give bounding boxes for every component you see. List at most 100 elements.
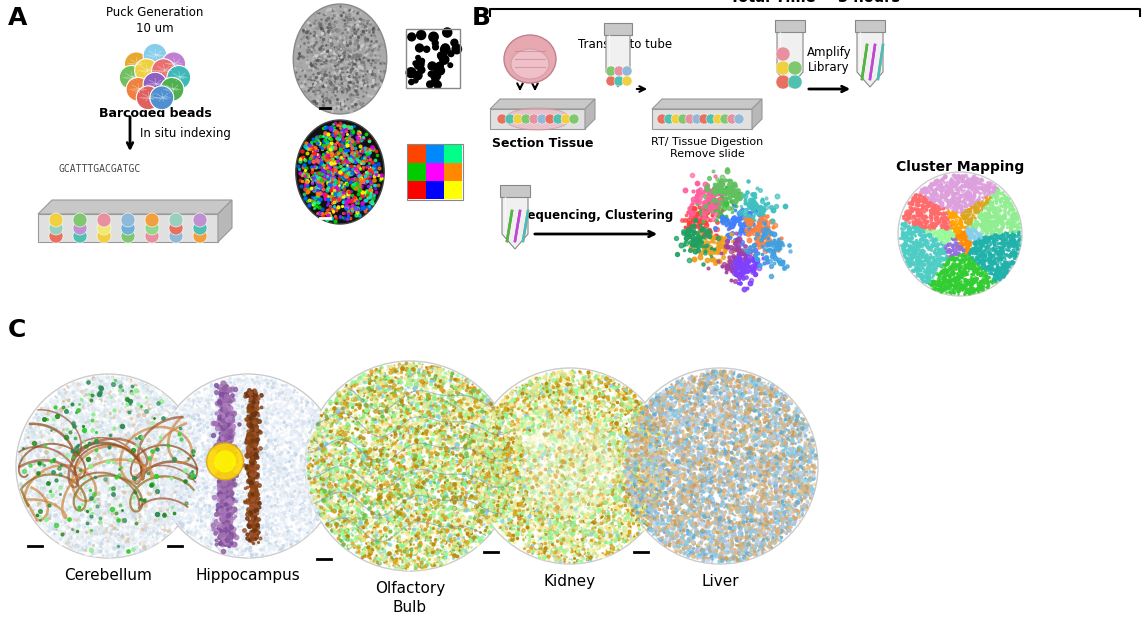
- FancyBboxPatch shape: [444, 145, 461, 163]
- Circle shape: [121, 213, 135, 227]
- Circle shape: [606, 66, 616, 76]
- Circle shape: [430, 71, 441, 81]
- Polygon shape: [652, 99, 762, 109]
- FancyBboxPatch shape: [855, 20, 885, 32]
- Circle shape: [429, 32, 439, 42]
- Circle shape: [657, 114, 667, 124]
- FancyBboxPatch shape: [408, 181, 426, 199]
- Text: Liver: Liver: [701, 574, 739, 589]
- Text: Sequencing, Clustering: Sequencing, Clustering: [519, 209, 673, 222]
- Circle shape: [169, 221, 183, 235]
- Circle shape: [305, 361, 515, 571]
- Circle shape: [521, 417, 619, 515]
- Circle shape: [428, 62, 436, 70]
- Text: Cerebellum: Cerebellum: [64, 568, 152, 583]
- Circle shape: [433, 40, 439, 46]
- Text: Amplify
Library: Amplify Library: [807, 46, 852, 74]
- Circle shape: [156, 374, 340, 558]
- Polygon shape: [606, 35, 630, 87]
- Circle shape: [622, 66, 633, 76]
- Ellipse shape: [511, 49, 549, 79]
- FancyBboxPatch shape: [408, 163, 426, 181]
- Circle shape: [561, 114, 571, 124]
- Circle shape: [145, 221, 160, 235]
- Circle shape: [437, 52, 447, 60]
- Circle shape: [776, 61, 790, 75]
- Circle shape: [428, 72, 433, 77]
- Polygon shape: [652, 109, 752, 129]
- Circle shape: [529, 114, 540, 124]
- Text: Olfactory
Bulb: Olfactory Bulb: [375, 581, 445, 614]
- Text: C: C: [8, 318, 26, 342]
- FancyBboxPatch shape: [444, 163, 461, 181]
- Circle shape: [144, 43, 166, 67]
- Circle shape: [73, 221, 87, 235]
- Circle shape: [433, 44, 439, 50]
- Circle shape: [413, 71, 422, 80]
- Circle shape: [443, 28, 452, 37]
- Circle shape: [440, 60, 445, 64]
- Polygon shape: [38, 214, 218, 242]
- Circle shape: [427, 81, 434, 87]
- Circle shape: [434, 81, 441, 88]
- Circle shape: [134, 59, 158, 82]
- Circle shape: [720, 114, 730, 124]
- Circle shape: [145, 213, 160, 227]
- Circle shape: [408, 33, 416, 41]
- Circle shape: [193, 229, 207, 243]
- Circle shape: [614, 66, 625, 76]
- Circle shape: [96, 221, 111, 235]
- Circle shape: [418, 67, 425, 74]
- Circle shape: [169, 213, 183, 227]
- Circle shape: [16, 374, 200, 558]
- Circle shape: [497, 114, 507, 124]
- Circle shape: [622, 76, 633, 86]
- Circle shape: [440, 55, 449, 64]
- FancyBboxPatch shape: [426, 163, 444, 181]
- FancyBboxPatch shape: [426, 181, 444, 199]
- FancyBboxPatch shape: [604, 23, 633, 35]
- Circle shape: [513, 114, 523, 124]
- FancyBboxPatch shape: [408, 145, 426, 163]
- Circle shape: [193, 213, 207, 227]
- Circle shape: [441, 44, 449, 52]
- Polygon shape: [490, 109, 585, 129]
- Text: Transfer to tube: Transfer to tube: [577, 38, 672, 51]
- Circle shape: [418, 60, 424, 66]
- Text: Cluster Mapping: Cluster Mapping: [895, 160, 1024, 174]
- Circle shape: [413, 78, 418, 83]
- Ellipse shape: [504, 35, 556, 83]
- Circle shape: [419, 58, 425, 63]
- Circle shape: [432, 77, 439, 84]
- Circle shape: [788, 61, 802, 75]
- Circle shape: [448, 51, 453, 56]
- Circle shape: [788, 75, 802, 89]
- Circle shape: [670, 114, 681, 124]
- Circle shape: [569, 114, 579, 124]
- Circle shape: [436, 62, 443, 70]
- Circle shape: [505, 114, 515, 124]
- Text: GCATTTGACGATGC: GCATTTGACGATGC: [59, 164, 141, 174]
- Circle shape: [49, 213, 63, 227]
- Text: RT/ Tissue Digestion
Remove slide: RT/ Tissue Digestion Remove slide: [651, 137, 763, 158]
- Circle shape: [150, 86, 173, 110]
- Circle shape: [416, 60, 422, 67]
- Ellipse shape: [293, 4, 387, 114]
- Circle shape: [49, 221, 63, 235]
- Circle shape: [416, 44, 424, 52]
- Circle shape: [412, 72, 417, 77]
- Circle shape: [414, 60, 424, 70]
- Circle shape: [121, 229, 135, 243]
- Circle shape: [162, 52, 186, 75]
- Circle shape: [152, 59, 176, 82]
- Circle shape: [776, 47, 790, 61]
- Circle shape: [441, 45, 450, 55]
- Circle shape: [121, 221, 135, 235]
- Text: A: A: [8, 6, 28, 30]
- Circle shape: [727, 114, 737, 124]
- Circle shape: [433, 65, 440, 72]
- Text: Section Tissue: Section Tissue: [491, 137, 594, 150]
- Circle shape: [124, 52, 148, 75]
- Circle shape: [537, 114, 546, 124]
- Circle shape: [416, 55, 420, 60]
